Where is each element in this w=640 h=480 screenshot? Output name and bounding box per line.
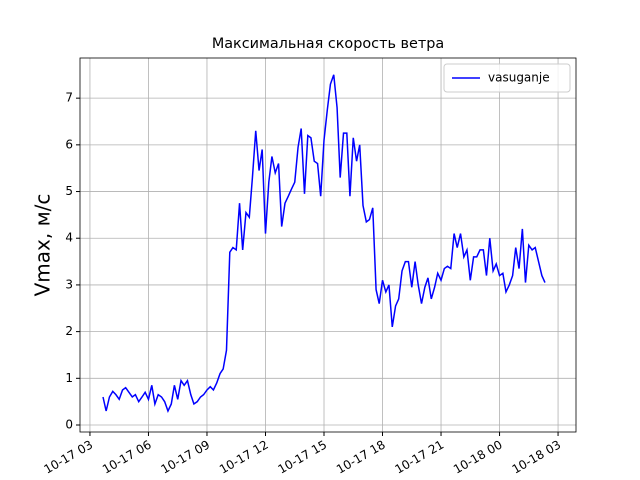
x-tick-label: 10-17 18 [334,438,388,477]
chart-title: Максимальная скорость ветра [212,36,444,52]
x-tick-label: 10-17 09 [158,438,212,477]
y-tick-label: 2 [65,324,73,338]
y-tick-label: 7 [65,91,73,105]
x-tick-label: 10-18 03 [510,438,564,477]
x-tick-label: 10-18 00 [451,438,505,477]
x-tick-label: 10-17 21 [393,438,447,477]
y-axis-label: Vmax, м/с [31,194,55,297]
legend-label: vasuganje [488,71,550,85]
plot-frame [79,57,577,433]
y-tick-label: 1 [65,371,73,385]
x-tick-label: 10-17 12 [217,438,271,477]
y-tick-label: 0 [65,417,73,431]
y-tick-label: 3 [65,277,73,291]
y-tick-label: 4 [65,231,73,245]
legend-box [443,63,571,93]
y-tick-label: 6 [65,137,73,151]
y-tick-label: 5 [65,184,73,198]
x-tick-label: 10-17 15 [276,438,330,477]
x-tick-label: 10-17 06 [100,438,154,477]
data-line [102,74,546,413]
x-tick-label: 10-17 03 [41,438,95,477]
